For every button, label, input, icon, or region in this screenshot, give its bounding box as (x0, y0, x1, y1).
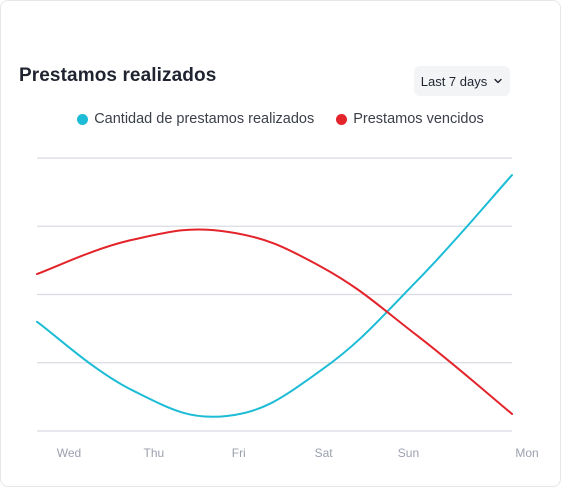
data-point (509, 172, 515, 178)
range-select-label: Last 7 days (420, 73, 488, 89)
x-tick-label: Thu (144, 446, 165, 460)
data-point (414, 332, 420, 338)
data-point (414, 278, 420, 284)
x-tick-label: Sat (315, 446, 334, 460)
data-point (129, 237, 135, 243)
legend-label-cantidad: Cantidad de prestamos realizados (94, 111, 315, 127)
data-point (224, 229, 230, 235)
legend-dot-cantidad (77, 113, 89, 125)
series-lines (34, 172, 515, 419)
x-tick-label: Wed (57, 446, 81, 460)
x-tick-label: Mon (515, 446, 538, 460)
grid-lines (37, 157, 512, 432)
series-line-cantidad (36, 174, 513, 418)
legend-dot-vencidos (336, 113, 348, 125)
page-title: Prestamos realizados (19, 65, 217, 86)
x-axis-ticks: Wed Thu Fri Sat Sun Mon (57, 446, 539, 460)
data-point (224, 413, 230, 419)
data-point (129, 387, 135, 393)
data-point (34, 271, 40, 277)
x-tick-label: Sun (398, 446, 419, 460)
chart-legend: Cantidad de prestamos realizados Prestam… (1, 111, 560, 127)
chevron-down-icon (494, 78, 502, 84)
data-point (34, 319, 40, 325)
data-point (319, 264, 325, 270)
legend-item-vencidos[interactable]: Prestamos vencidos (336, 111, 484, 127)
x-tick-label: Fri (232, 446, 246, 460)
series-line-vencidos (36, 228, 513, 415)
range-select[interactable]: Last 7 days (414, 66, 510, 96)
legend-label-vencidos: Prestamos vencidos (353, 111, 484, 127)
legend-item-cantidad[interactable]: Cantidad de prestamos realizados (77, 111, 314, 127)
data-point (509, 411, 515, 417)
data-point (319, 367, 325, 373)
